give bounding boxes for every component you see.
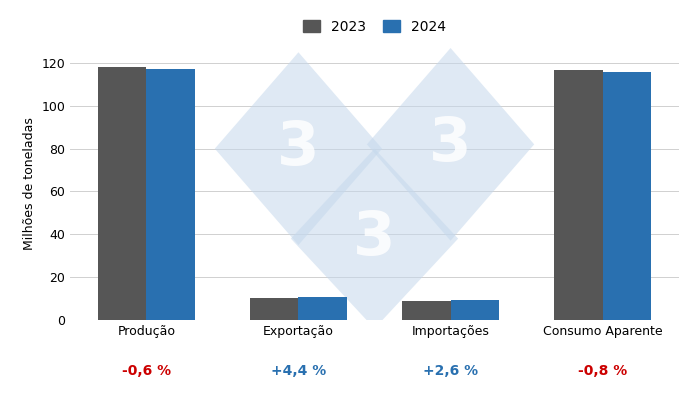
Bar	[146, 69, 195, 320]
Text: 3: 3	[429, 115, 472, 174]
Legend: 2023, 2024: 2023, 2024	[303, 20, 446, 34]
Bar	[554, 70, 603, 320]
Text: -0,6 %: -0,6 %	[122, 364, 171, 378]
Bar	[451, 300, 499, 320]
Polygon shape	[367, 48, 534, 241]
Text: 3: 3	[277, 119, 320, 178]
Text: 3: 3	[354, 209, 395, 268]
Bar	[298, 297, 347, 320]
Bar	[250, 298, 298, 320]
Text: +2,6 %: +2,6 %	[423, 364, 478, 378]
Bar	[402, 301, 451, 320]
Bar	[603, 72, 651, 320]
Polygon shape	[290, 149, 458, 328]
Bar	[98, 67, 146, 320]
Polygon shape	[215, 52, 382, 245]
Text: +4,4 %: +4,4 %	[271, 364, 326, 378]
Y-axis label: Milhões de toneladas: Milhões de toneladas	[22, 118, 36, 250]
Text: -0,8 %: -0,8 %	[578, 364, 627, 378]
